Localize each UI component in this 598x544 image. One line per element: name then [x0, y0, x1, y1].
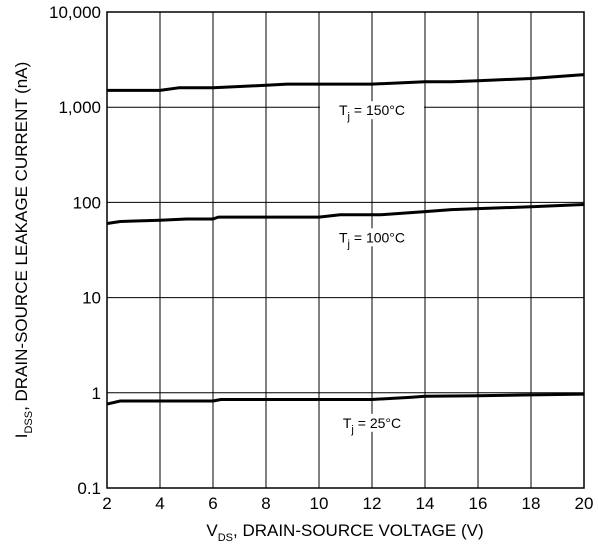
- x-tick-label: 12: [363, 494, 382, 513]
- series-layer: [106, 73, 585, 406]
- x-axis-title: VDS, DRAIN-SOURCE VOLTAGE (V): [206, 521, 483, 544]
- x-tick-label: 20: [575, 494, 594, 513]
- x-tick-label: 14: [416, 494, 435, 513]
- x-tick-label: 6: [208, 494, 217, 513]
- series-annotations: Tj = 150°C Tj = 100°C Tj = 25°C: [320, 101, 424, 436]
- series-25c-line: [106, 392, 585, 406]
- annotation-150c: Tj = 150°C: [339, 102, 405, 123]
- series-100c-line: [106, 203, 585, 225]
- plot-frame: [106, 11, 585, 489]
- y-axis-title: IDSS, DRAIN-SOURCE LEAKAGE CURRENT (nA): [12, 62, 35, 439]
- x-tick-label: 8: [261, 494, 270, 513]
- x-tick-label: 16: [469, 494, 488, 513]
- y-tick-label: 10,000: [49, 3, 101, 22]
- annotation-25c: Tj = 25°C: [343, 415, 401, 436]
- annotation-background: [320, 228, 424, 247]
- y-tick-label: 100: [73, 193, 101, 212]
- y-tick-label: 1: [92, 384, 101, 403]
- x-tick-labels: 2 4 6 8 10 12 14 16 18 20: [102, 494, 593, 513]
- annotation-100c: Tj = 100°C: [339, 229, 405, 250]
- y-tick-labels: 0.1 1 10 100 1,000 10,000: [49, 3, 101, 498]
- y-tick-label: 1,000: [58, 98, 101, 117]
- annotation-background: [320, 413, 424, 432]
- annotation-background: [320, 101, 424, 120]
- x-tick-label: 10: [310, 494, 329, 513]
- x-tick-label: 18: [522, 494, 541, 513]
- x-tick-label: 4: [155, 494, 164, 513]
- series-150c-line: [107, 73, 585, 92]
- y-tick-label: 10: [82, 289, 101, 308]
- y-tick-label: 0.1: [77, 479, 101, 498]
- grid: [107, 12, 584, 488]
- x-tick-label: 2: [102, 494, 111, 513]
